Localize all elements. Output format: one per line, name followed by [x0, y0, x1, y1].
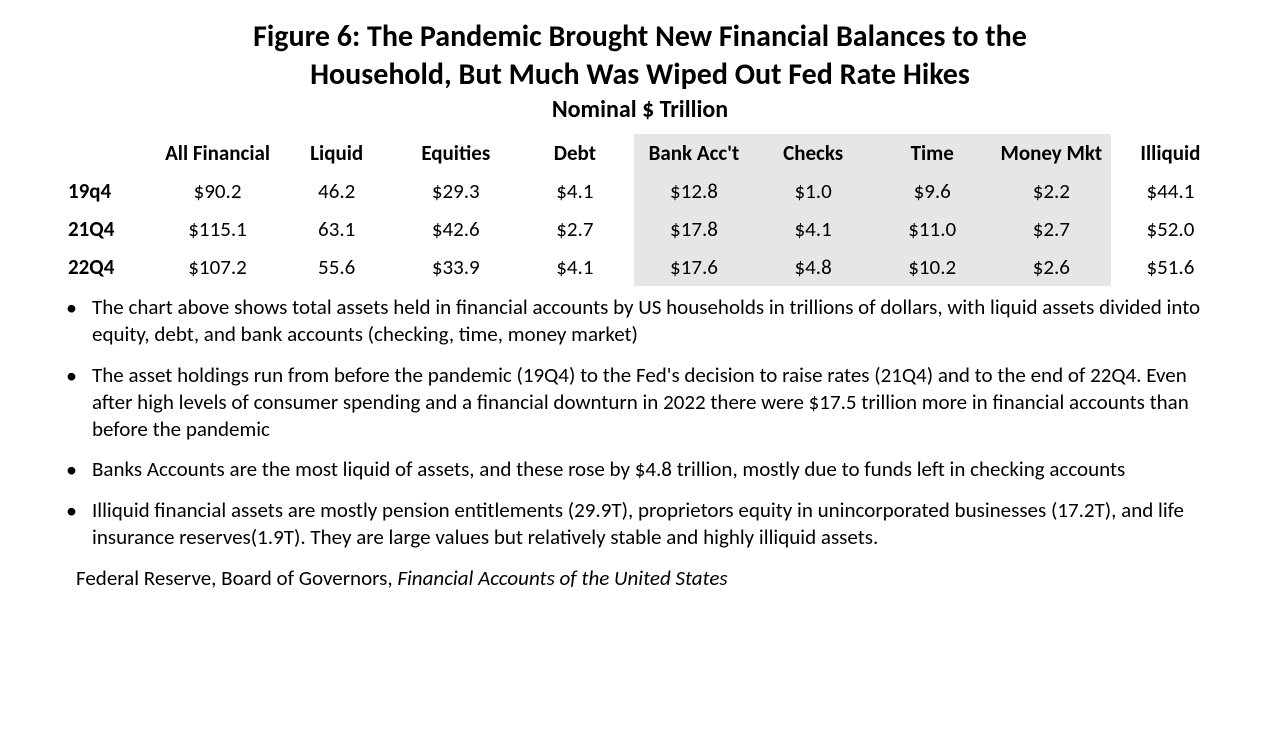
table-row-label: 22Q4: [50, 248, 158, 286]
bullet-item: Banks Accounts are the most liquid of as…: [66, 456, 1222, 483]
table-cell: $4.1: [515, 248, 634, 286]
table-cell: $11.0: [873, 210, 992, 248]
table-col-header: Equities: [396, 134, 515, 172]
figure-title-block: Figure 6: The Pandemic Brought New Finan…: [50, 18, 1230, 124]
table-cell: $2.6: [992, 248, 1111, 286]
table-cell: $9.6: [873, 172, 992, 210]
table-body: 19q4$90.246.2$29.3$4.1$12.8$1.0$9.6$2.2$…: [50, 172, 1230, 286]
table-cell: $90.2: [158, 172, 277, 210]
table-cell: $12.8: [634, 172, 753, 210]
table-col-header: All Financial: [158, 134, 277, 172]
table-cell: $1.0: [754, 172, 873, 210]
table-cell: $17.8: [634, 210, 753, 248]
table-cell: $2.7: [992, 210, 1111, 248]
financial-balances-table: All FinancialLiquidEquitiesDebtBank Acc'…: [50, 134, 1230, 286]
table-cell: $52.0: [1111, 210, 1230, 248]
table-cell: $10.2: [873, 248, 992, 286]
table-row-label: 19q4: [50, 172, 158, 210]
table-cell: $51.6: [1111, 248, 1230, 286]
bullet-list: The chart above shows total assets held …: [50, 294, 1230, 551]
source-prefix: Federal Reserve, Board of Governors,: [76, 565, 397, 591]
table-col-header: Checks: [754, 134, 873, 172]
table-col-header: Illiquid: [1111, 134, 1230, 172]
table-cell: $115.1: [158, 210, 277, 248]
table-col-header: Debt: [515, 134, 634, 172]
table-cell: 46.2: [277, 172, 396, 210]
table-col-header: Money Mkt: [992, 134, 1111, 172]
table-header: All FinancialLiquidEquitiesDebtBank Acc'…: [50, 134, 1230, 172]
table-cell: $17.6: [634, 248, 753, 286]
table-row-label: 21Q4: [50, 210, 158, 248]
table-col-header: Liquid: [277, 134, 396, 172]
table-cell: $4.1: [515, 172, 634, 210]
table-cell: $2.2: [992, 172, 1111, 210]
source-citation: Federal Reserve, Board of Governors, Fin…: [50, 565, 1230, 591]
table-cell: $2.7: [515, 210, 634, 248]
table-cell: $33.9: [396, 248, 515, 286]
table-col-rowlabel: [50, 134, 158, 172]
table-col-header: Bank Acc't: [634, 134, 753, 172]
table-cell: $29.3: [396, 172, 515, 210]
table-cell: $44.1: [1111, 172, 1230, 210]
figure-title-line1: Figure 6: The Pandemic Brought New Finan…: [50, 18, 1230, 56]
table-cell: 55.6: [277, 248, 396, 286]
figure-title-line2: Household, But Much Was Wiped Out Fed Ra…: [50, 56, 1230, 94]
bullet-item: The asset holdings run from before the p…: [66, 362, 1222, 443]
table-col-header: Time: [873, 134, 992, 172]
table-cell: $4.8: [754, 248, 873, 286]
table-cell: $42.6: [396, 210, 515, 248]
table-cell: $4.1: [754, 210, 873, 248]
table-row: 21Q4$115.163.1$42.6$2.7$17.8$4.1$11.0$2.…: [50, 210, 1230, 248]
source-italic: Financial Accounts of the United States: [397, 565, 727, 591]
table-cell: 63.1: [277, 210, 396, 248]
table-cell: $107.2: [158, 248, 277, 286]
bullet-item: The chart above shows total assets held …: [66, 294, 1222, 348]
figure-subtitle: Nominal $ Trillion: [50, 95, 1230, 124]
table-row: 22Q4$107.255.6$33.9$4.1$17.6$4.8$10.2$2.…: [50, 248, 1230, 286]
bullet-item: Illiquid financial assets are mostly pen…: [66, 497, 1222, 551]
table-row: 19q4$90.246.2$29.3$4.1$12.8$1.0$9.6$2.2$…: [50, 172, 1230, 210]
